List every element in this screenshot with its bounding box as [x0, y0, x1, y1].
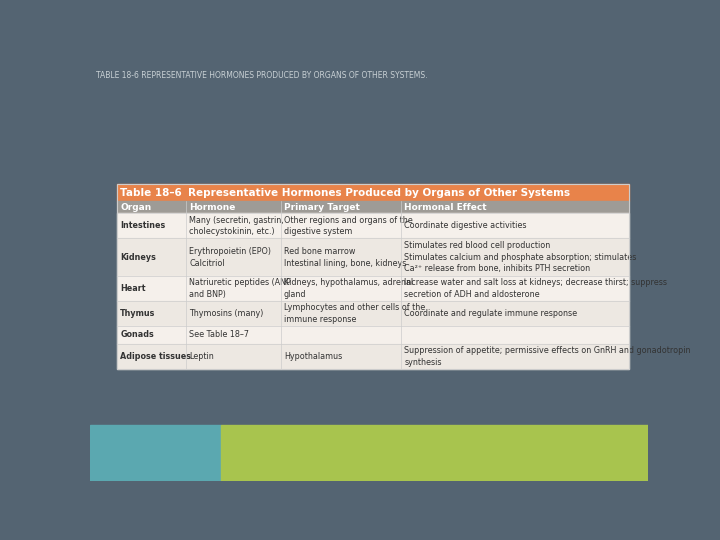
- Text: Kidneys, hypothalamus, adrenal
gland: Kidneys, hypothalamus, adrenal gland: [284, 278, 413, 299]
- Text: TABLE 18-6 REPRESENTATIVE HORMONES PRODUCED BY ORGANS OF OTHER SYSTEMS.: TABLE 18-6 REPRESENTATIVE HORMONES PRODU…: [96, 71, 428, 80]
- Text: Suppression of appetite; permissive effects on GnRH and gonadotropin
synthesis: Suppression of appetite; permissive effe…: [404, 346, 690, 367]
- Bar: [117, 326, 629, 344]
- Text: Red bone marrow
Intestinal lining, bone, kidneys: Red bone marrow Intestinal lining, bone,…: [284, 247, 406, 268]
- Text: Primary Target: Primary Target: [284, 202, 360, 212]
- Text: Intestines: Intestines: [120, 221, 166, 231]
- Text: See Table 18–7: See Table 18–7: [189, 330, 249, 340]
- Text: Thymosins (many): Thymosins (many): [189, 309, 264, 318]
- Text: Increase water and salt loss at kidneys; decrease thirst; suppress
secretion of : Increase water and salt loss at kidneys;…: [404, 278, 667, 299]
- Text: Stimulates red blood cell production
Stimulates calcium and phosphate absorption: Stimulates red blood cell production Sti…: [404, 241, 636, 273]
- Text: Hypothalamus: Hypothalamus: [284, 352, 342, 361]
- Text: Coordinate digestive activities: Coordinate digestive activities: [404, 221, 526, 231]
- Bar: [117, 201, 629, 213]
- Bar: [117, 239, 629, 276]
- Text: Other regions and organs of the
digestive system: Other regions and organs of the digestiv…: [284, 215, 413, 237]
- Text: Coordinate and regulate immune response: Coordinate and regulate immune response: [404, 309, 577, 318]
- Text: Leptin: Leptin: [189, 352, 214, 361]
- Text: Thymus: Thymus: [120, 309, 156, 318]
- Text: Organ: Organ: [120, 202, 151, 212]
- Text: Many (secretin, gastrin,
cholecystokinin, etc.): Many (secretin, gastrin, cholecystokinin…: [189, 215, 284, 237]
- Text: Natriuretic peptides (ANP
and BNP): Natriuretic peptides (ANP and BNP): [189, 278, 291, 299]
- Text: Lymphocytes and other cells of the
immune response: Lymphocytes and other cells of the immun…: [284, 303, 425, 324]
- Bar: [117, 213, 629, 239]
- Text: Kidneys: Kidneys: [120, 253, 156, 262]
- Bar: [221, 425, 648, 481]
- Text: Table 18–6: Table 18–6: [120, 187, 182, 198]
- Text: Adipose tissues: Adipose tissues: [120, 352, 192, 361]
- Text: Hormonal Effect: Hormonal Effect: [404, 202, 487, 212]
- Text: Gonads: Gonads: [120, 330, 154, 340]
- Text: Hormone: Hormone: [189, 202, 235, 212]
- Text: Erythropoietin (EPO)
Calcitriol: Erythropoietin (EPO) Calcitriol: [189, 247, 271, 268]
- Text: Representative Hormones Produced by Organs of Other Systems: Representative Hormones Produced by Orga…: [188, 187, 570, 198]
- Bar: [117, 184, 629, 201]
- Bar: [117, 301, 629, 326]
- Bar: [117, 276, 629, 301]
- Bar: [117, 344, 629, 369]
- Bar: [117, 184, 629, 369]
- Text: Heart: Heart: [120, 284, 145, 293]
- Bar: [90, 425, 221, 481]
